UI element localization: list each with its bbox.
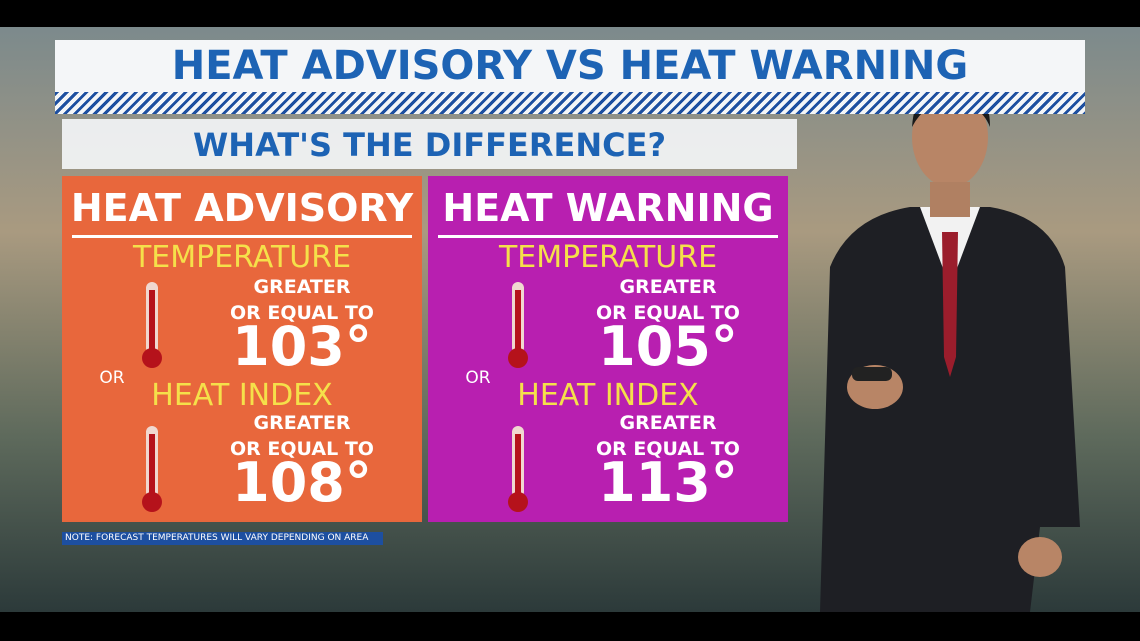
value: 113° bbox=[598, 451, 738, 514]
value: 105° bbox=[598, 315, 738, 378]
text: GREATER bbox=[619, 276, 717, 298]
broadcast-frame: HEAT ADVISORY VS HEAT WARNING WHAT'S THE… bbox=[0, 27, 1140, 612]
value: 108° bbox=[232, 451, 372, 514]
rule bbox=[72, 235, 412, 238]
label: TEMPERATURE bbox=[132, 240, 352, 275]
rule bbox=[438, 235, 778, 238]
or: OR bbox=[465, 368, 491, 388]
value: 103° bbox=[232, 315, 372, 378]
text: OR EQUAL TO bbox=[596, 302, 740, 324]
thermometer bbox=[142, 426, 162, 512]
thermometer bbox=[142, 282, 162, 368]
text: OR EQUAL TO bbox=[596, 438, 740, 460]
text: GREATER bbox=[253, 276, 351, 298]
title: HEAT ADVISORY VS HEAT WARNING bbox=[55, 40, 1085, 92]
text: OR EQUAL TO bbox=[230, 438, 374, 460]
label: TEMPERATURE bbox=[498, 240, 718, 275]
label: HEAT INDEX bbox=[517, 378, 699, 413]
advisory-panel: HEAT ADVISORY TEMPERATURE GREATER OR EQU… bbox=[62, 176, 422, 522]
stripe bbox=[55, 92, 1085, 114]
subtitle: WHAT'S THE DIFFERENCE? bbox=[62, 119, 797, 169]
thermometer bbox=[508, 282, 528, 368]
text: GREATER bbox=[619, 412, 717, 434]
warning-panel: HEAT WARNING TEMPERATURE GREATER OR EQUA… bbox=[428, 176, 788, 522]
label: HEAT INDEX bbox=[151, 378, 333, 413]
text: OR EQUAL TO bbox=[230, 302, 374, 324]
or: OR bbox=[99, 368, 125, 388]
note: NOTE: FORECAST TEMPERATURES WILL VARY DE… bbox=[62, 532, 383, 545]
thermometer bbox=[508, 426, 528, 512]
panel-title: HEAT ADVISORY bbox=[70, 186, 414, 230]
panel-title: HEAT WARNING bbox=[442, 186, 774, 230]
text: GREATER bbox=[253, 412, 351, 434]
